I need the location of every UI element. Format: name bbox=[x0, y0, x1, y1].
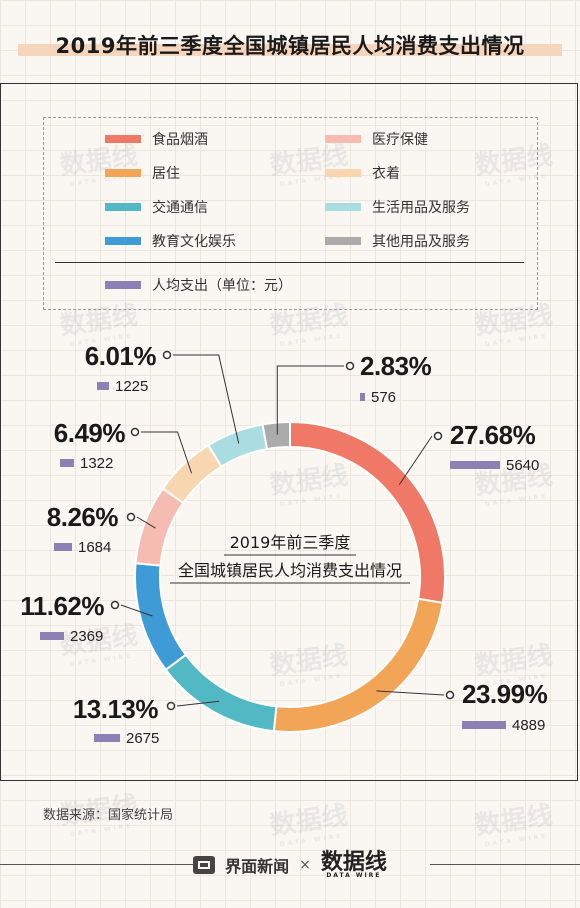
amount-label: 1322 bbox=[80, 455, 113, 472]
legend-item: 衣着 bbox=[325, 163, 400, 183]
page-title: 2019年前三季度全国城镇居民人均消费支出情况 bbox=[55, 34, 525, 58]
legend-item: 医疗保健 bbox=[325, 129, 428, 149]
jiemian-logo-icon bbox=[193, 856, 216, 874]
title-highlight-band bbox=[18, 44, 562, 56]
amount-label: 1225 bbox=[115, 378, 148, 395]
legend-divider bbox=[55, 262, 524, 263]
amount-bar bbox=[462, 721, 506, 729]
legend-label: 教育文化娱乐 bbox=[152, 234, 236, 250]
leader-line bbox=[120, 604, 153, 617]
amount-label: 576 bbox=[371, 389, 396, 406]
amount-bar bbox=[450, 461, 500, 469]
leader-dot bbox=[345, 361, 355, 371]
donut-slice bbox=[261, 420, 291, 451]
legend-item: 生活用品及服务 bbox=[325, 197, 470, 217]
donut-slice bbox=[164, 653, 278, 733]
center-title-line2: 全国城镇居民人均消费支出情况 bbox=[178, 561, 402, 580]
leader-dot bbox=[110, 600, 120, 610]
footer-brand: 界面新闻 × 数据线 DATA WIRE bbox=[0, 851, 580, 879]
amount-bar bbox=[60, 459, 74, 467]
percent-label: 6.01% bbox=[85, 341, 157, 371]
percent-label: 8.26% bbox=[47, 502, 119, 532]
leader-line bbox=[176, 700, 220, 707]
donut-slice bbox=[206, 423, 269, 468]
legend-swatch bbox=[105, 135, 141, 143]
legend-item: 食品烟酒 bbox=[105, 129, 208, 149]
legend-item-spending: 人均支出（单位：元） bbox=[105, 275, 292, 295]
amount-label: 2675 bbox=[126, 730, 159, 747]
amount-label: 4889 bbox=[512, 717, 545, 734]
amount-bar bbox=[97, 382, 109, 390]
datawire-logo-text: 数据线 bbox=[320, 849, 387, 875]
leader-dot bbox=[130, 427, 140, 437]
amount-label: 1684 bbox=[78, 539, 111, 556]
footer-divider-left bbox=[0, 864, 200, 865]
legend-item: 教育文化娱乐 bbox=[105, 231, 236, 251]
legend-label: 医疗保健 bbox=[372, 132, 428, 148]
percent-label: 2.83% bbox=[360, 351, 432, 381]
center-title-line1: 2019年前三季度 bbox=[230, 533, 351, 552]
legend-swatch bbox=[325, 135, 361, 143]
legend-swatch bbox=[105, 281, 141, 289]
amount-bar bbox=[54, 543, 72, 551]
leader-dot bbox=[126, 512, 136, 522]
brand-name: 界面新闻 bbox=[225, 857, 290, 876]
leader-line bbox=[376, 690, 445, 696]
donut-slice bbox=[272, 597, 444, 733]
legend-label: 人均支出（单位：元） bbox=[152, 278, 292, 294]
legend-label: 交通通信 bbox=[152, 200, 208, 216]
donut-slice bbox=[134, 487, 185, 567]
legend-swatch bbox=[325, 203, 361, 211]
leader-line bbox=[276, 365, 344, 435]
legend-swatch bbox=[105, 203, 141, 211]
amount-bar bbox=[94, 734, 120, 742]
legend-label: 食品烟酒 bbox=[152, 132, 208, 148]
legend-item: 居住 bbox=[105, 163, 180, 183]
legend-item: 其他用品及服务 bbox=[325, 231, 470, 251]
percent-label: 11.62% bbox=[20, 591, 104, 621]
amount-label: 5640 bbox=[506, 457, 539, 474]
leader-dot bbox=[445, 690, 455, 700]
footer-divider-right bbox=[430, 864, 580, 865]
percent-label: 6.49% bbox=[54, 418, 126, 448]
percent-label: 13.13% bbox=[73, 694, 159, 724]
legend-label: 居住 bbox=[152, 166, 180, 182]
amount-bar bbox=[40, 632, 64, 640]
legend-swatch bbox=[105, 237, 141, 245]
leader-line bbox=[173, 354, 240, 444]
legend-swatch bbox=[105, 169, 141, 177]
data-source: 数据来源：国家统计局 bbox=[43, 808, 174, 823]
datawire-logo: 数据线 DATA WIRE bbox=[321, 851, 387, 879]
legend-item: 交通通信 bbox=[105, 197, 208, 217]
legend-swatch bbox=[325, 237, 361, 245]
amount-bar bbox=[360, 393, 365, 401]
percent-label: 27.68% bbox=[450, 420, 536, 450]
leader-line bbox=[136, 516, 156, 529]
percent-label: 23.99% bbox=[462, 679, 548, 709]
brand-separator: × bbox=[299, 857, 311, 873]
legend-label: 生活用品及服务 bbox=[372, 200, 470, 216]
leader-dot bbox=[433, 431, 443, 441]
leader-dot bbox=[166, 701, 176, 711]
leader-line bbox=[398, 435, 433, 486]
chart-frame bbox=[0, 83, 578, 781]
amount-label: 2369 bbox=[70, 628, 103, 645]
legend-swatch bbox=[325, 169, 361, 177]
leader-line bbox=[141, 431, 193, 474]
legend-label: 其他用品及服务 bbox=[372, 234, 470, 250]
legend-label: 衣着 bbox=[372, 166, 400, 182]
datawire-logo-sub: DATA WIRE bbox=[326, 872, 382, 879]
leader-dot bbox=[162, 350, 172, 360]
legend bbox=[43, 117, 538, 310]
